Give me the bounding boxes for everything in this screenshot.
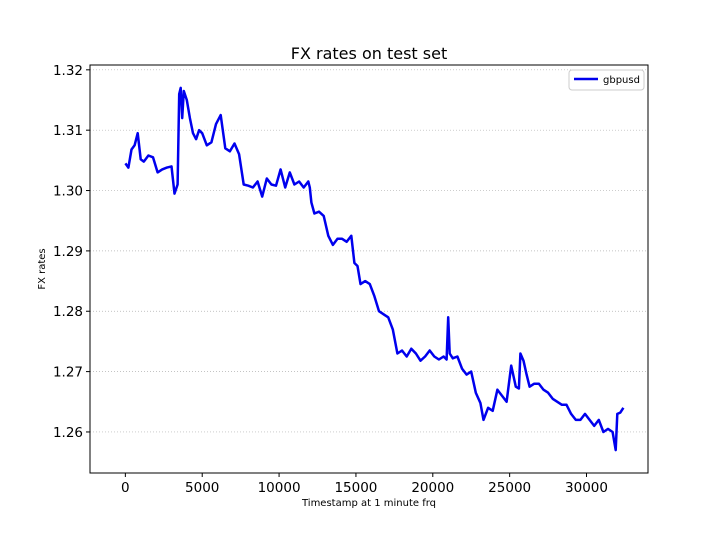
series-line-gbpusd [124, 86, 625, 452]
legend-box [568, 69, 645, 91]
y-tick-label: 1.32 [53, 63, 83, 79]
axis-ticks: 1.26 1.27 1.28 1.29 1.30 1.31 1.32 0 5000 10000 15… [53, 63, 608, 496]
series-layer [124, 86, 625, 452]
y-tick-label: 1.29 [53, 244, 83, 260]
x-tick-label: 5000 [185, 480, 219, 496]
chart-title: FX rates on test set [291, 44, 447, 63]
legend-label-gbpusd: gbpusd [603, 75, 640, 86]
y-axis-label: FX rates [37, 248, 48, 289]
x-tick-label: 15000 [334, 480, 377, 496]
x-tick-label: 25000 [488, 480, 531, 496]
x-tick-label: 20000 [411, 480, 454, 496]
plot-frame [89, 64, 649, 474]
x-tick-label: 10000 [258, 480, 301, 496]
y-tick-label: 1.31 [53, 123, 83, 139]
y-tick-label: 1.26 [53, 425, 83, 441]
grid-lines [90, 69, 648, 433]
y-tick-label: 1.28 [53, 304, 83, 320]
x-axis-label: Timestamp at 1 minute frq [301, 498, 436, 509]
x-tick-label: 30000 [565, 480, 608, 496]
y-tick-label: 1.30 [53, 184, 83, 200]
legend: gbpusd [568, 69, 645, 91]
y-tick-label: 1.27 [53, 365, 83, 381]
x-tick-label: 0 [121, 480, 130, 496]
